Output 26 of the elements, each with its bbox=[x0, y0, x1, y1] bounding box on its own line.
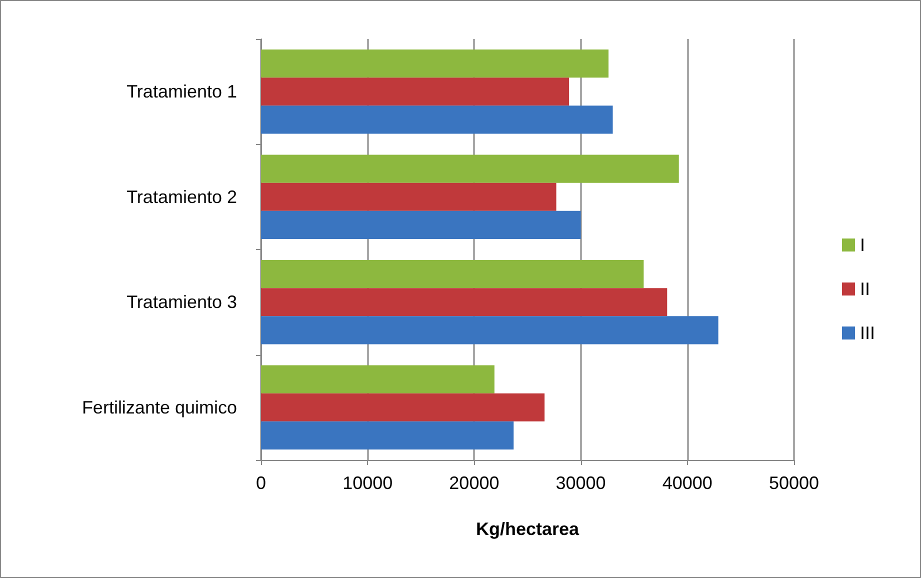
legend-label: II bbox=[860, 279, 870, 299]
bar bbox=[261, 78, 570, 106]
bar bbox=[261, 182, 556, 211]
bar bbox=[261, 393, 545, 422]
legend-label: III bbox=[860, 323, 876, 343]
bar bbox=[261, 106, 613, 134]
x-axis-title: Kg/hectarea bbox=[476, 519, 580, 539]
bar bbox=[261, 316, 718, 344]
bar bbox=[261, 365, 494, 394]
x-tick-label: 10000 bbox=[342, 473, 393, 493]
bar bbox=[261, 154, 679, 183]
y-tick-label: Tratamiento 3 bbox=[126, 292, 237, 312]
y-tick-label: Tratamiento 1 bbox=[126, 82, 237, 102]
y-tick-label: Fertilizante quimico bbox=[82, 397, 237, 418]
x-tick-label: 40000 bbox=[662, 473, 712, 493]
legend-label: I bbox=[860, 235, 866, 255]
bar bbox=[261, 288, 668, 316]
bar bbox=[261, 421, 514, 450]
x-tick-label: 20000 bbox=[449, 473, 500, 493]
x-tick-label: 30000 bbox=[556, 473, 606, 493]
bar bbox=[261, 50, 609, 78]
x-tick-label: 50000 bbox=[768, 473, 820, 493]
bar bbox=[261, 210, 581, 239]
bar bbox=[261, 260, 644, 288]
x-tick-label: 0 bbox=[256, 473, 266, 493]
y-tick-label: Tratamiento 2 bbox=[126, 186, 237, 207]
